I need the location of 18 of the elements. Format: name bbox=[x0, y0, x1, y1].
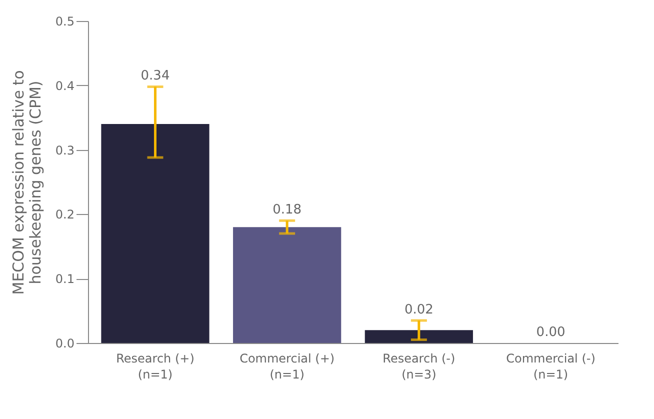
y-tick-label: 0.5 bbox=[55, 14, 74, 28]
x-tick-label: Commercial (+) (n=1) bbox=[240, 352, 335, 382]
data-label: 0.02 bbox=[404, 302, 434, 318]
x-tick-label: Research (+) (n=1) bbox=[116, 352, 194, 382]
bar bbox=[233, 227, 342, 343]
bar bbox=[364, 330, 473, 343]
y-tick-label: 0.4 bbox=[55, 78, 74, 93]
y-tick-label: 0.3 bbox=[55, 143, 74, 158]
data-label: 0.18 bbox=[272, 202, 302, 218]
y-tick-label: 0.1 bbox=[55, 272, 74, 286]
x-tick-label: Research (-) (n=3) bbox=[382, 352, 456, 382]
data-label: 0.00 bbox=[536, 325, 566, 340]
y-axis-title: MECOM expression relative to housekeeping genes (CPM) bbox=[9, 70, 44, 295]
y-tick-label: 0.0 bbox=[55, 336, 74, 350]
data-label: 0.34 bbox=[140, 68, 170, 84]
y-tick-label: 0.2 bbox=[55, 208, 74, 222]
bar bbox=[101, 124, 210, 343]
x-tick-label: Commercial (-) (n=1) bbox=[506, 352, 596, 382]
